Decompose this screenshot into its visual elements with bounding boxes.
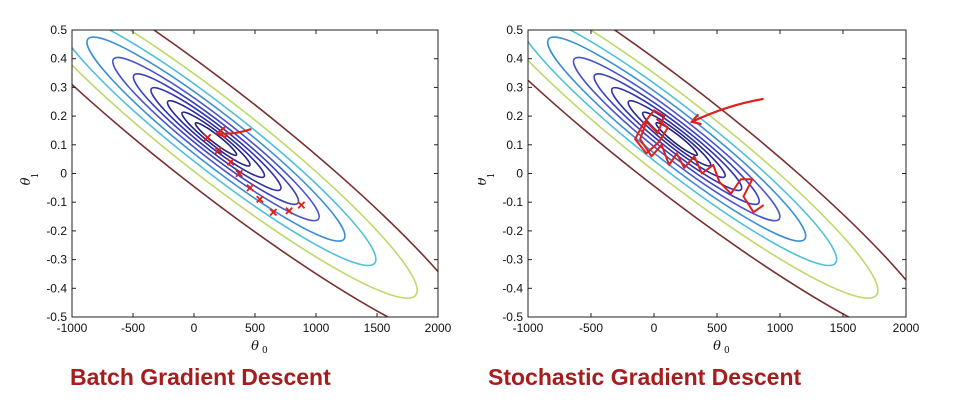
x-tick-label: 2000 (893, 321, 920, 335)
batch-gd-plot: -1000 -500 0 500 1000 1500 2000 0.5 0.4 0.3 0.2 0.1… (19, 23, 452, 356)
y-tick-label: -0.2 (46, 224, 67, 238)
plot-frame (71, 29, 439, 318)
y-tick-label: 0.3 (50, 80, 67, 94)
y-tick-label: -0.1 (502, 195, 523, 209)
x-tick-label: 0 (651, 321, 658, 335)
x-tick-label: -500 (579, 321, 603, 335)
x-tick-label: 1500 (364, 321, 391, 335)
step-marker (235, 169, 243, 178)
y-tick-label: -0.4 (46, 281, 67, 295)
y-tick-label: -0.2 (502, 224, 523, 238)
step-marker (297, 201, 306, 209)
y-tick-label: 0.5 (50, 23, 67, 37)
stochastic-gd-caption: Stochastic Gradient Descent (488, 364, 802, 390)
batch-gd-caption: Batch Gradient Descent (70, 364, 331, 390)
y-tick-label: -0.5 (502, 310, 523, 324)
x-axis-label: θ (713, 339, 721, 354)
x-tick-label: 2000 (425, 321, 452, 335)
sgd-trajectory (634, 109, 765, 214)
y-tick-label: 0.3 (506, 80, 523, 94)
y-tick-label: -0.4 (502, 281, 523, 295)
y-tick-label: 0.1 (506, 138, 523, 152)
y-tick-label: 0.1 (50, 138, 67, 152)
step-marker (269, 208, 278, 217)
contour-3 (610, 86, 743, 192)
pointer-arrow (689, 97, 764, 126)
y-tick-label: 0.4 (50, 52, 67, 66)
x-tick-label: 500 (245, 321, 265, 335)
x-tick-label: 0 (191, 321, 198, 335)
y-tick-label: 0.4 (506, 52, 523, 66)
x-tick-label: -500 (121, 321, 145, 335)
y-tick-label: 0 (60, 167, 67, 181)
x-tick-label: -1000 (513, 321, 544, 335)
y-tick-label: -0.3 (502, 253, 523, 267)
y-tick-label: 0.2 (506, 109, 523, 123)
step-marker (214, 146, 223, 155)
contour-0 (655, 121, 699, 157)
step-marker (226, 158, 235, 166)
descent-path (634, 109, 765, 214)
pointer-arrow (215, 126, 252, 139)
y-tick-label: -0.1 (46, 195, 67, 209)
contour-7 (528, 30, 838, 267)
contour-lines (72, 30, 438, 317)
x-axis-subscript: 0 (724, 346, 730, 356)
y-tick-label: 0.2 (50, 109, 67, 123)
contour-2 (166, 99, 266, 179)
y-axis-subscript: 1 (31, 173, 41, 179)
contour-2 (627, 99, 726, 179)
x-tick-label: 1000 (303, 321, 330, 335)
contour-4 (593, 73, 761, 206)
step-marker (203, 133, 212, 142)
x-tick-label: 1500 (830, 321, 857, 335)
contour-4 (132, 73, 300, 206)
contour-0 (194, 121, 238, 157)
contour-7 (72, 30, 377, 267)
x-tick-label: -1000 (57, 321, 88, 335)
contour-1 (641, 111, 712, 167)
x-axis-label: θ (251, 339, 259, 354)
y-axis-subscript: 1 (487, 173, 497, 179)
y-tick-label: 0.5 (506, 23, 523, 37)
contour-6 (86, 36, 346, 242)
x-tick-label: 500 (707, 321, 727, 335)
descent-path (203, 133, 306, 217)
step-marker (285, 206, 293, 215)
contour-lines (528, 30, 906, 317)
step-marker (246, 184, 254, 192)
contour-5 (111, 56, 320, 222)
contour-9 (528, 30, 906, 317)
y-tick-label: -0.5 (46, 310, 67, 324)
contour-9 (72, 30, 438, 317)
step-marker (256, 195, 264, 204)
contour-8 (528, 30, 879, 299)
stochastic-gd-plot: -1000 -500 0 500 1000 1500 2000 0.5 0.4 0.3 0.2 0.1… (478, 23, 920, 356)
y-tick-label: 0 (516, 167, 523, 181)
contour-8 (72, 30, 418, 299)
x-axis-subscript: 0 (262, 346, 268, 356)
y-tick-label: -0.3 (46, 253, 67, 267)
y-axis-label: θ (478, 177, 490, 185)
x-tick-label: 1000 (767, 321, 794, 335)
y-axis-label: θ (19, 177, 34, 185)
contour-6 (546, 36, 807, 242)
